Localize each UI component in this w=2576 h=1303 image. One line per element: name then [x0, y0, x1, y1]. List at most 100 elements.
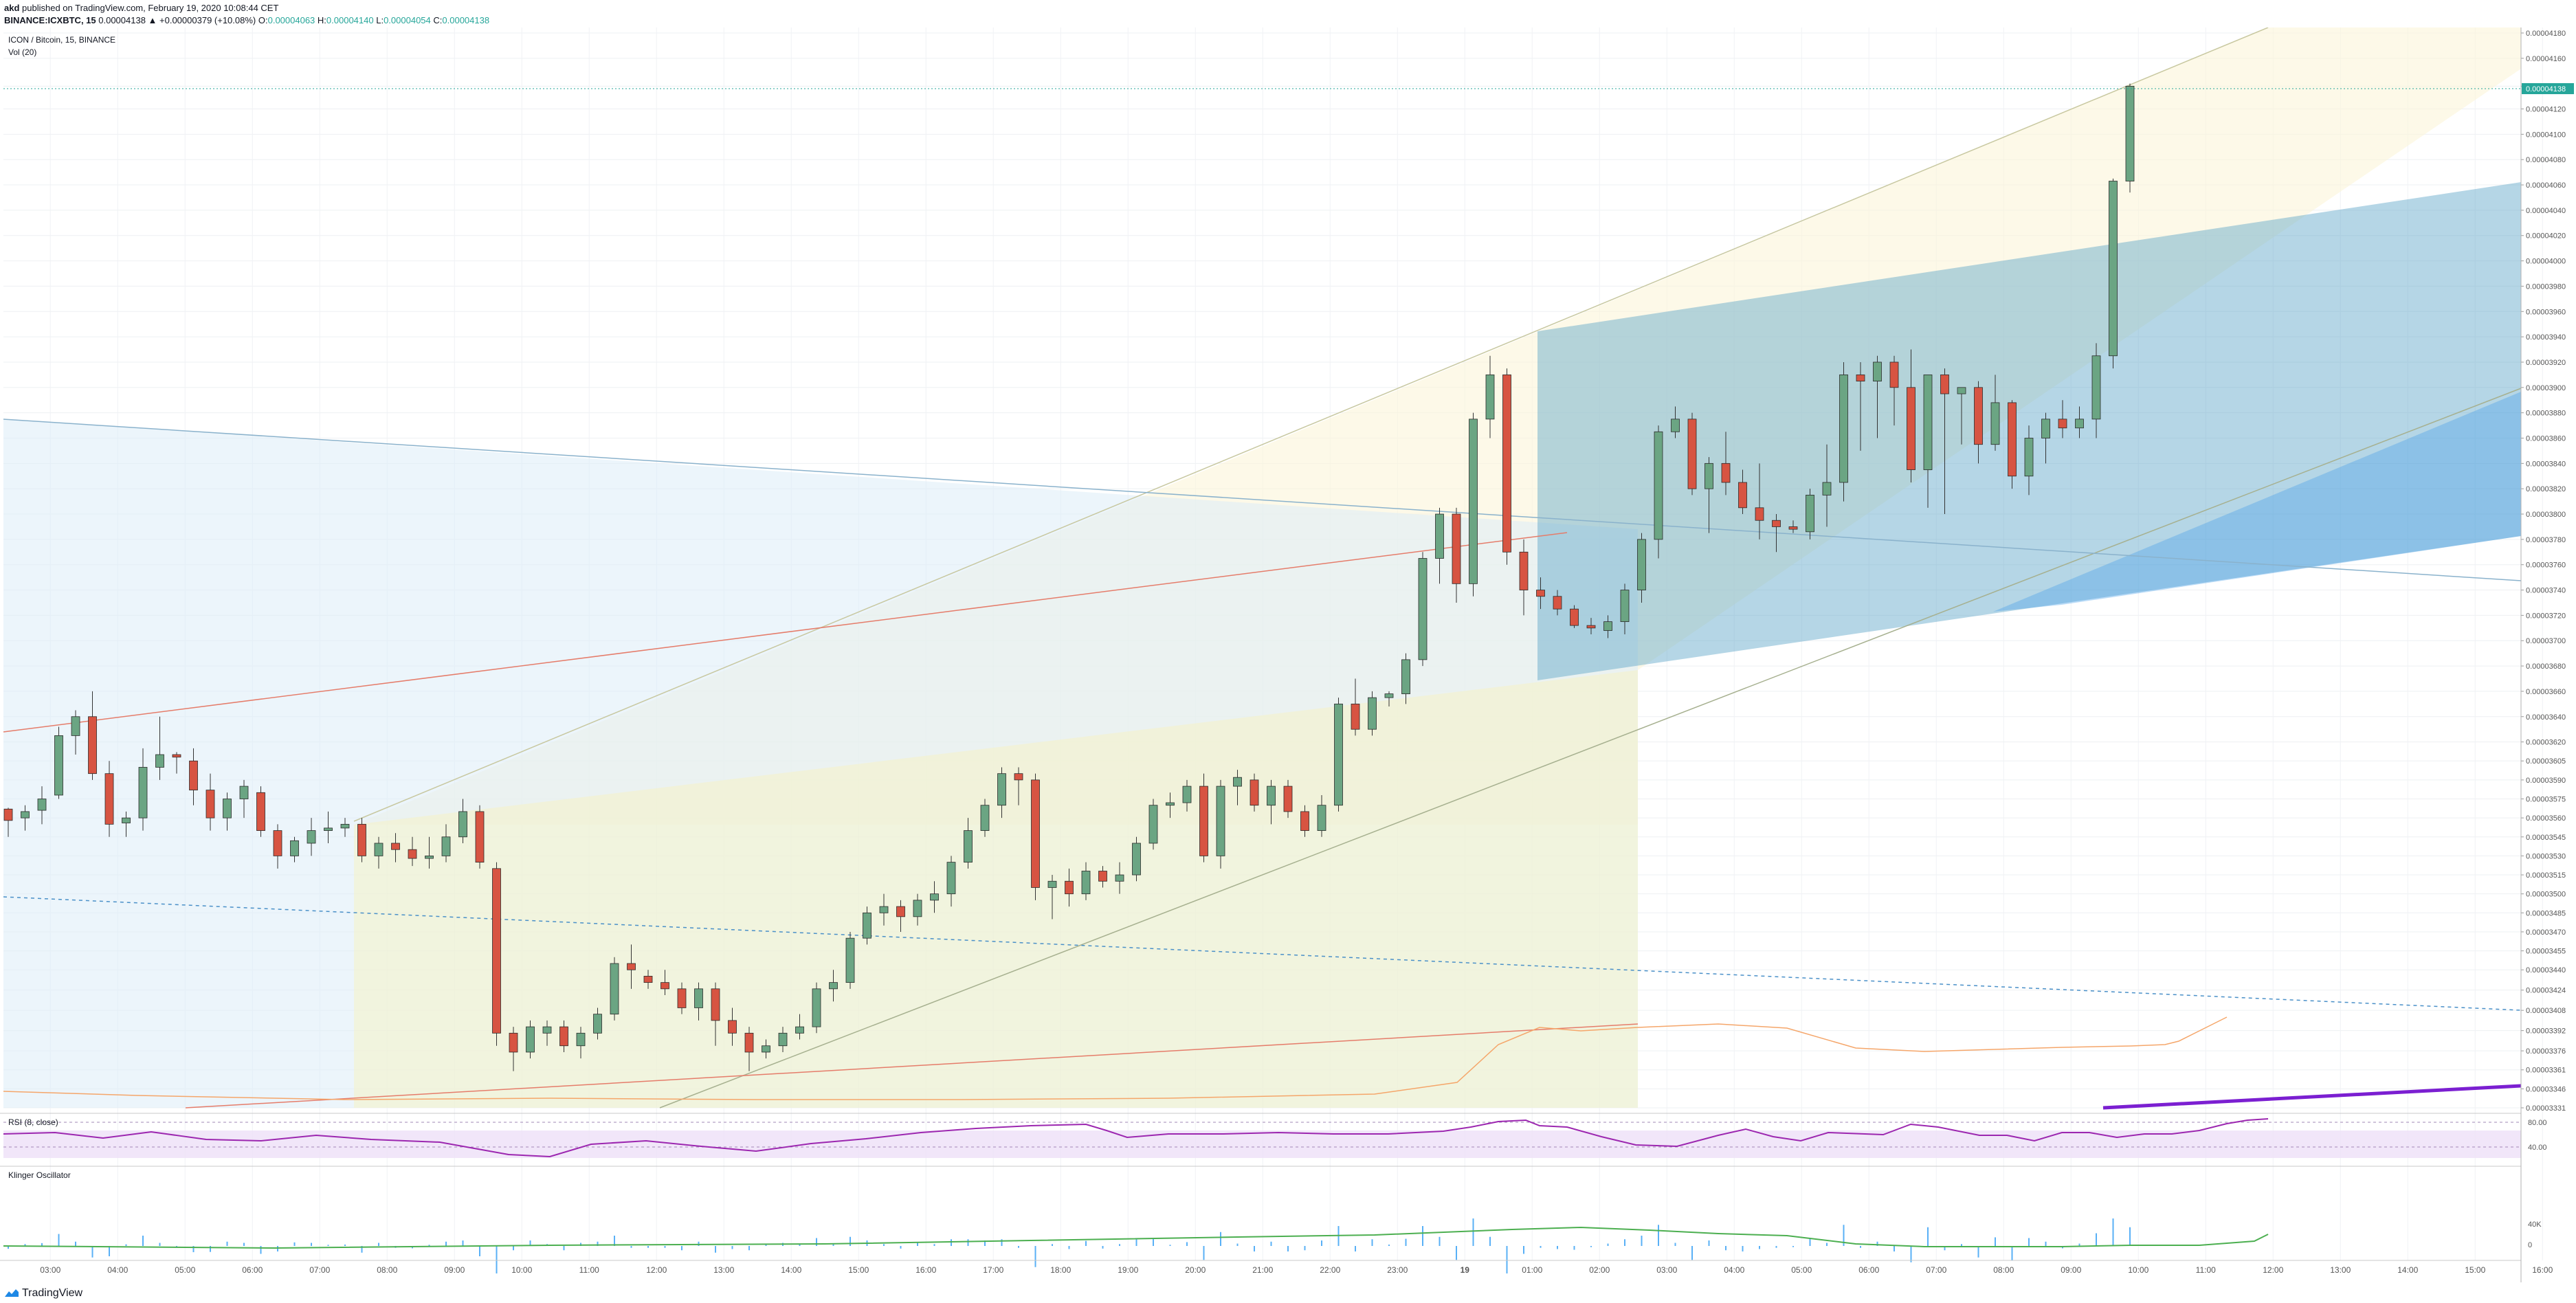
candle [71, 710, 80, 755]
time-tick-label: 06:00 [242, 1265, 263, 1275]
candle-body-down [1031, 779, 1040, 888]
klinger-bar [1169, 1245, 1171, 1246]
price-tick-label: 0.00003575 [2526, 796, 2566, 804]
candle-body-down [1772, 520, 1781, 527]
candle [863, 906, 871, 945]
klinger-bar [1456, 1246, 1457, 1260]
rsi-panel: RSI (8, close) 80.00 40.00 [0, 1113, 2547, 1158]
candle-body-down [1586, 625, 1596, 629]
klinger-bar [1506, 1246, 1508, 1273]
candle-body-down [660, 982, 669, 990]
klinger-bar [445, 1241, 447, 1246]
candle-body-down [896, 906, 905, 917]
candle [1907, 349, 1916, 482]
candle [1283, 779, 1293, 818]
candle-body-up [829, 982, 838, 990]
candle [660, 970, 669, 996]
candle [441, 824, 451, 862]
candle-body-down [1199, 786, 1208, 856]
klinger-bar [2028, 1238, 2030, 1246]
candle-body-down [711, 988, 720, 1021]
time-tick-label: 14:00 [781, 1265, 801, 1275]
klinger-bar [1135, 1239, 1137, 1246]
price-tick-label: 0.00004120 [2526, 106, 2566, 114]
klinger-bar [109, 1246, 110, 1256]
candle-body-up [1469, 419, 1478, 584]
klinger-bar [1102, 1246, 1104, 1249]
klinger-bar [698, 1241, 700, 1246]
candle [2109, 178, 2118, 369]
klinger-bar [91, 1246, 93, 1258]
chart-canvas[interactable]: 0.00004180 0.00004160 0.00004138 0.00004120… [0, 27, 2576, 1282]
klinger-bar [984, 1240, 986, 1246]
klinger-bar [1034, 1246, 1036, 1267]
klinger-signal-line [3, 1226, 2269, 1249]
price-axis[interactable]: 0.00004180 0.00004160 0.00004138 0.00004120… [2521, 30, 2566, 1113]
klinger-bar [1944, 1246, 1946, 1251]
candle [1300, 805, 1309, 837]
candle [1519, 539, 1529, 616]
klinger-bar [1540, 1246, 1542, 1248]
candle [239, 779, 249, 818]
klinger-bar [2045, 1241, 2047, 1246]
candle [475, 805, 485, 869]
klinger-bar [681, 1246, 682, 1251]
candle-body-up [1603, 621, 1612, 631]
candle-body-up [1822, 482, 1832, 495]
candle-body-up [795, 1026, 804, 1034]
last-price-value: 0.00004138 [2526, 85, 2566, 93]
candle [1115, 862, 1124, 894]
candle-body-up [122, 817, 131, 823]
candle [728, 1007, 737, 1046]
candle [2125, 83, 2135, 193]
candle [1384, 691, 1394, 707]
price-tick-label: 0.00003545 [2526, 834, 2566, 842]
klinger-bar [1590, 1246, 1592, 1247]
klinger-bar [748, 1246, 750, 1251]
candle [290, 836, 299, 862]
klinger-bar [2096, 1233, 2097, 1246]
candle-body-up [21, 811, 30, 818]
candle-body-up [1923, 374, 1933, 470]
brand-name[interactable]: TradingView [22, 1287, 83, 1299]
klinger-bar [1725, 1246, 1726, 1251]
time-axis[interactable]: 03:00 04:00 05:00 06:00 07:00 08:00 09:00 10:00… [40, 1265, 2553, 1275]
klinger-bar [1876, 1241, 1878, 1246]
time-tick-label: 13:00 [713, 1265, 734, 1275]
price-tick-label: 0.00004060 [2526, 181, 2566, 190]
candle-body-up [2125, 85, 2135, 181]
publisher-name[interactable]: akd [4, 3, 20, 13]
time-tick-label: 11:00 [2196, 1265, 2216, 1275]
klinger-bar [260, 1246, 262, 1254]
candle [711, 982, 720, 1046]
time-tick-label: 04:00 [107, 1265, 128, 1275]
price-tick-label: 0.00003408 [2526, 1007, 2566, 1015]
chart-header: akd published on TradingView.com, Februa… [0, 0, 2576, 27]
candle-body-down [744, 1032, 754, 1053]
time-tick-label: 07:00 [309, 1265, 330, 1275]
candle [1620, 583, 1630, 635]
price-tick-label: 0.00003346 [2526, 1085, 2566, 1093]
tradingview-logo-icon[interactable] [4, 1288, 19, 1299]
klinger-bar [1186, 1242, 1188, 1246]
trend-line-red-upper [3, 532, 1568, 733]
candle [2091, 343, 2101, 438]
candle-body-up [913, 900, 922, 917]
pitchfork-lower-fill [1993, 392, 2521, 612]
candle-body-down [1856, 374, 1865, 381]
klinger-bar [2011, 1246, 2013, 1261]
klinger-bar [1894, 1246, 1895, 1251]
price-tick-label: 0.00003840 [2526, 460, 2566, 468]
candle [1132, 836, 1141, 882]
klinger-bar [1119, 1244, 1120, 1246]
candle [1267, 779, 1276, 825]
channel-lower-line [659, 388, 2522, 1109]
klinger-bar [1203, 1246, 1205, 1260]
klinger-bar [1910, 1246, 1912, 1262]
candle-body-up [879, 906, 889, 913]
candle-body-down [357, 823, 366, 856]
candle [1317, 794, 1326, 837]
candle-body-up [2109, 181, 2118, 357]
klinger-bar [647, 1246, 649, 1248]
klinger-bar [361, 1246, 363, 1253]
